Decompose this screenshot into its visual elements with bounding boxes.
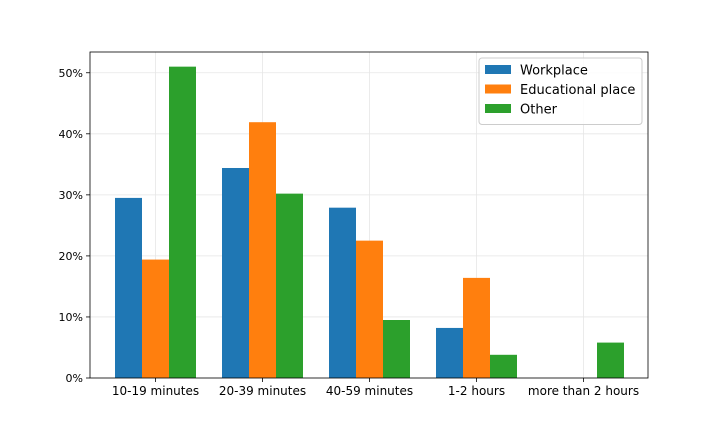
bar [222, 167, 249, 378]
x-tick-label: 1-2 hours [448, 384, 505, 398]
bars [115, 66, 624, 379]
legend-swatch [485, 65, 511, 74]
bar [383, 320, 410, 378]
legend-swatch [485, 104, 511, 113]
bar [276, 193, 303, 378]
y-tick-label: 20% [59, 250, 83, 263]
x-tick-label: 10-19 minutes [112, 384, 199, 398]
y-tick-label: 50% [59, 67, 83, 80]
legend-box [478, 57, 643, 125]
legend-label: Educational place [520, 83, 635, 98]
bar [329, 207, 356, 378]
legend-swatch [485, 84, 511, 94]
x-axis: 10-19 minutes 20-39 minutes 40-59 minutes 1… [112, 378, 639, 398]
legend-label: Other [520, 103, 558, 118]
y-tick-label: 0% [66, 372, 83, 385]
x-tick-label: 40-59 minutes [326, 384, 413, 398]
y-axis: 0% 10% 20% 30% 40% 50% [59, 67, 90, 385]
bar [490, 354, 517, 378]
bar [356, 240, 383, 378]
legend-label: Workplace [520, 64, 588, 79]
bar [249, 122, 276, 378]
y-tick-label: 40% [59, 128, 83, 141]
bar [169, 66, 196, 379]
y-tick-label: 10% [59, 311, 83, 324]
bar [463, 277, 490, 378]
x-tick-label: 20-39 minutes [219, 384, 306, 398]
plot-frame [89, 51, 649, 379]
y-tick-label: 30% [59, 189, 83, 202]
bar [597, 342, 624, 378]
bar [436, 327, 463, 378]
x-tick-label: more than 2 hours [528, 384, 639, 398]
legend: Workplace Educational place Other [478, 57, 643, 125]
bar [142, 259, 169, 378]
bar [115, 197, 142, 378]
